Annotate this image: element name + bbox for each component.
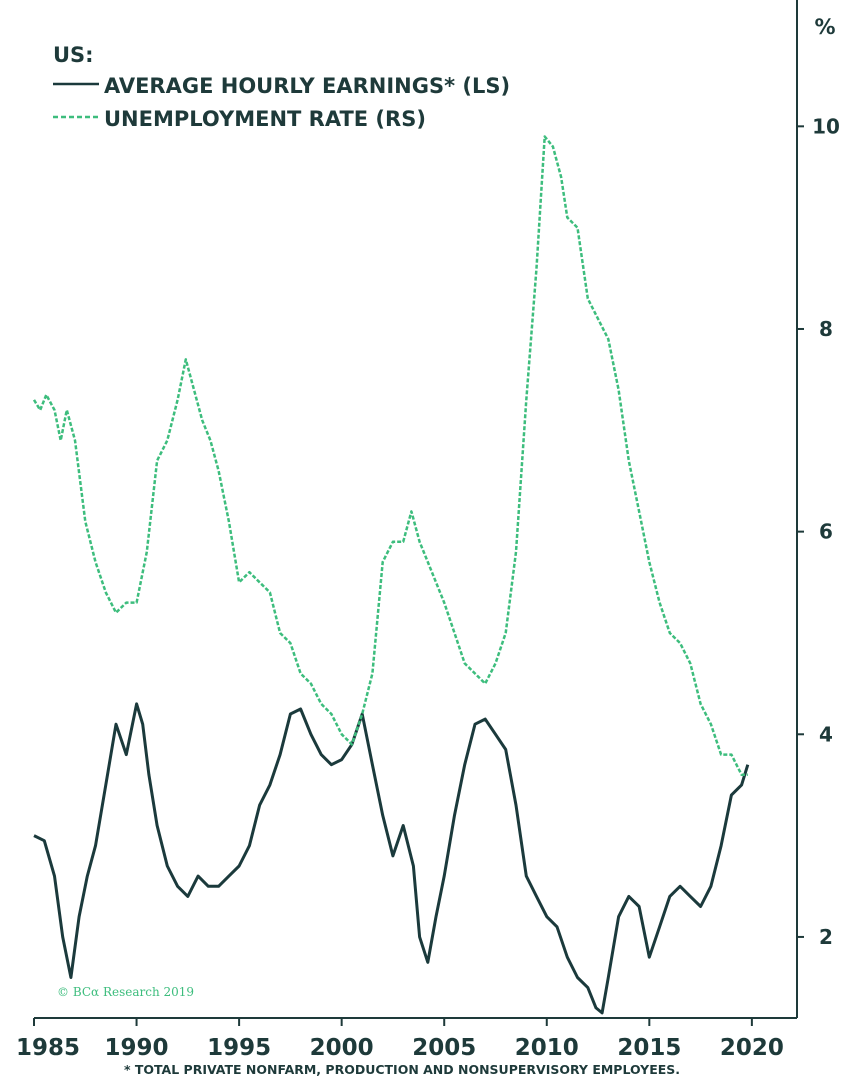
x-tick-label-1995: 1995 [207,1035,271,1061]
legend: US: AVERAGE HOURLY EARNINGS* (LS) UNEMPL… [53,43,510,131]
x-tick-label-1985: 1985 [16,1035,80,1061]
right-axis-ticks: 2 4 6 8 10 [797,114,840,949]
y-tick-label-10: 10 [812,114,840,138]
x-tick-label-2010: 2010 [515,1035,579,1061]
y-tick-label-8: 8 [819,317,833,341]
footnote: * TOTAL PRIVATE NONFARM, PRODUCTION AND … [124,1062,680,1077]
x-tick-label-2005: 2005 [412,1035,476,1061]
series-layer [32,135,750,1015]
series-line-average-hourly-earnings [33,702,750,1015]
x-axis-ticks: 1985 1990 1995 2000 2005 2010 2015 2020 [16,1018,784,1061]
x-tick-label-2000: 2000 [310,1035,374,1061]
legend-label-earnings: AVERAGE HOURLY EARNINGS* (LS) [104,74,510,98]
series-line-unemployment-rate [32,135,748,777]
x-tick-label-2015: 2015 [617,1035,681,1061]
y-tick-label-6: 6 [819,520,833,544]
legend-label-unemployment: UNEMPLOYMENT RATE (RS) [104,107,426,131]
legend-heading: US: [53,43,94,67]
copyright-note: © BCα Research 2019 [57,985,194,999]
x-tick-label-2020: 2020 [720,1035,784,1061]
y-tick-label-2: 2 [819,925,833,949]
y-tick-label-4: 4 [819,722,833,746]
x-tick-label-1990: 1990 [105,1035,169,1061]
right-axis-unit: % [814,15,835,39]
